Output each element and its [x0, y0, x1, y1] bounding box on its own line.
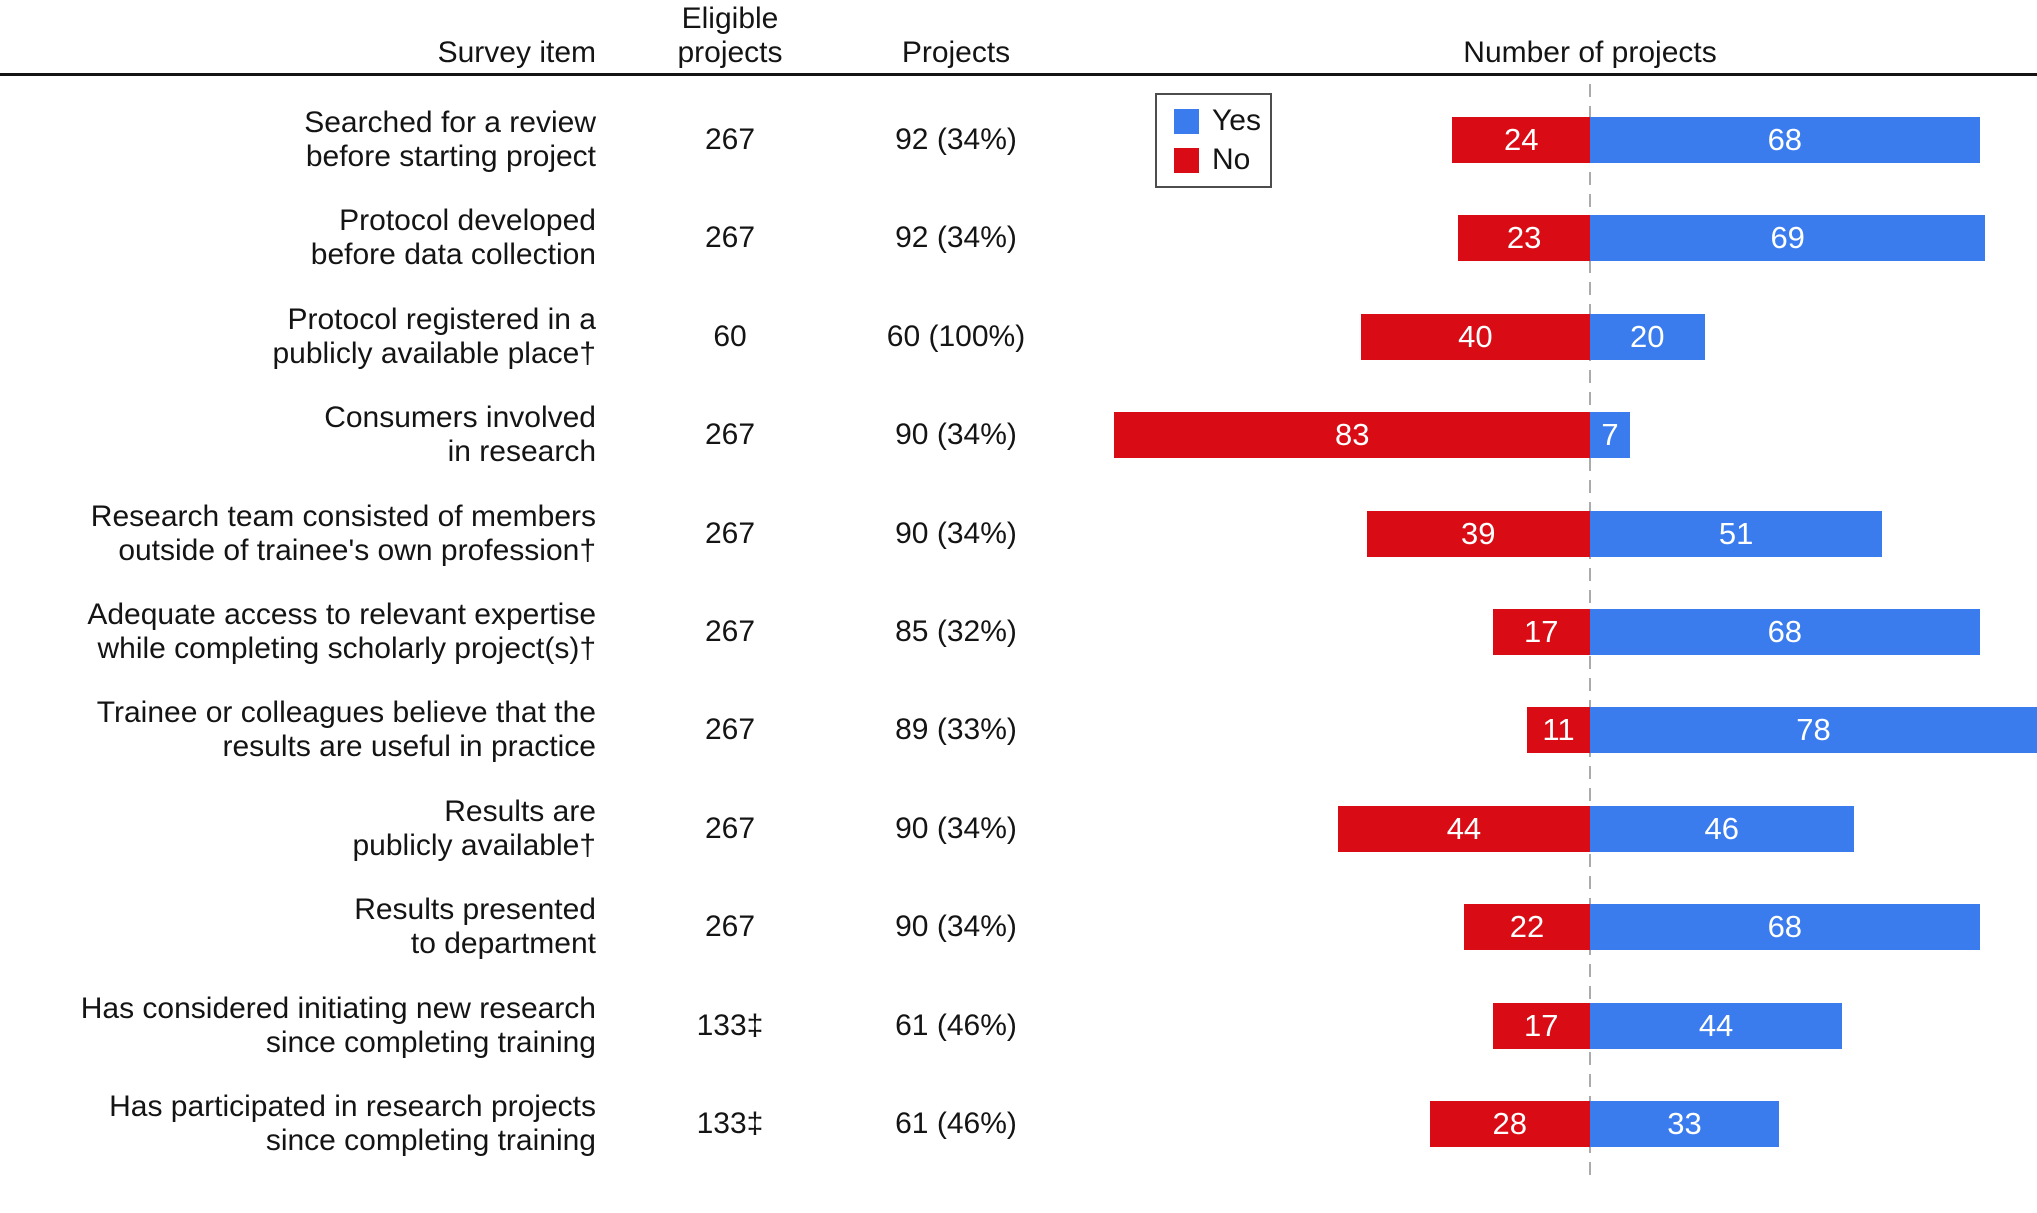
legend-yes-label: Yes [1212, 104, 1261, 137]
projects-count: 61 (46%) [895, 1008, 1017, 1042]
no-bar: 17 [1492, 1002, 1590, 1049]
no-bar: 11 [1526, 707, 1590, 754]
yes-bar-value: 68 [1767, 122, 1803, 157]
projects-count: 90 (34%) [895, 516, 1017, 550]
projects-count: 90 (34%) [895, 811, 1017, 845]
yes-bar-value: 78 [1796, 712, 1831, 748]
no-bar-value: 28 [1492, 1106, 1527, 1141]
column-header-eligible-projects: Eligible projects [640, 2, 820, 70]
legend-yes-swatch [1174, 108, 1199, 134]
yes-bar: 33 [1590, 1101, 1780, 1147]
no-bar-value: 23 [1506, 220, 1542, 256]
yes-bar: 68 [1590, 117, 1980, 163]
eligible-projects-count: 60 [713, 319, 747, 353]
legend-no-label: No [1212, 143, 1251, 176]
yes-bar: 46 [1590, 805, 1854, 852]
no-bar-value: 22 [1509, 909, 1545, 945]
column-header-projects: Projects [901, 36, 1011, 69]
yes-bar: 68 [1590, 609, 1980, 655]
no-bar-value: 11 [1542, 712, 1575, 748]
survey-item-label: Adequate access to relevant expertise wh… [87, 598, 596, 665]
yes-bar: 7 [1590, 412, 1631, 459]
no-bar-value: 39 [1461, 515, 1496, 551]
no-bar-value: 17 [1524, 1007, 1559, 1043]
no-bar: 40 [1360, 313, 1590, 360]
survey-item-label: Results are publicly available† [352, 794, 597, 862]
survey-item-label: Research team consisted of members outsi… [90, 499, 596, 567]
survey-item-label: Searched for a review before starting pr… [304, 106, 596, 173]
no-bar: 23 [1458, 215, 1590, 262]
no-bar-value: 24 [1503, 122, 1539, 157]
survey-item-label: Protocol developed before data collectio… [310, 204, 596, 272]
no-bar: 83 [1114, 412, 1590, 459]
column-header-eligible-line1: Eligible [681, 2, 779, 35]
legend-item-no: No [1174, 145, 1270, 175]
eligible-projects-count: 267 [704, 418, 756, 452]
yes-bar-value: 51 [1718, 515, 1754, 551]
projects-count: 90 (34%) [895, 910, 1017, 944]
legend-item-yes: Yes [1174, 106, 1270, 136]
yes-bar-value: 7 [1601, 417, 1619, 453]
projects-count: 92 (34%) [895, 221, 1017, 255]
projects-count: 90 (34%) [895, 418, 1017, 452]
no-bar: 24 [1452, 117, 1590, 163]
yes-bar-value: 68 [1767, 614, 1803, 649]
projects-count: 92 (34%) [895, 123, 1017, 156]
yes-bar: 69 [1590, 215, 1986, 262]
no-bar: 44 [1337, 805, 1590, 852]
no-bar-value: 83 [1334, 417, 1370, 453]
yes-bar: 44 [1590, 1002, 1843, 1049]
projects-count: 60 (100%) [886, 319, 1026, 353]
yes-bar: 20 [1590, 313, 1705, 360]
eligible-projects-count: 267 [704, 713, 756, 747]
column-header-survey-item: Survey item [437, 36, 596, 69]
survey-item-label: Has participated in research projects si… [109, 1090, 596, 1157]
no-bar: 22 [1463, 904, 1590, 951]
no-bar-value: 44 [1446, 810, 1482, 846]
no-bar-value: 40 [1458, 318, 1493, 354]
projects-count: 85 (32%) [895, 615, 1017, 648]
eligible-projects-count: 133‡ [696, 1008, 764, 1042]
eligible-projects-count: 267 [704, 123, 756, 156]
no-bar: 28 [1429, 1101, 1590, 1147]
legend: Yes No [1155, 93, 1272, 188]
yes-bar-value: 44 [1698, 1007, 1734, 1043]
no-bar-value: 17 [1524, 614, 1559, 649]
survey-item-label: Trainee or colleagues believe that the r… [96, 696, 596, 764]
eligible-projects-count: 267 [704, 221, 756, 255]
survey-item-label: Consumers involved in research [324, 401, 596, 469]
eligible-projects-count: 133‡ [696, 1107, 764, 1140]
eligible-projects-count: 267 [704, 910, 756, 944]
eligible-projects-count: 267 [704, 615, 756, 648]
eligible-projects-count: 267 [704, 811, 756, 845]
header-rule [0, 73, 2037, 76]
yes-bar-value: 33 [1667, 1106, 1702, 1141]
projects-count: 61 (46%) [895, 1107, 1017, 1140]
survey-item-label: Has considered initiating new research s… [80, 991, 596, 1059]
yes-bar: 68 [1590, 904, 1980, 951]
column-header-eligible-line2: projects [677, 36, 783, 69]
no-bar: 39 [1366, 510, 1590, 557]
yes-bar-value: 68 [1767, 909, 1803, 945]
yes-bar-value: 69 [1770, 220, 1805, 256]
legend-no-swatch [1174, 147, 1199, 173]
eligible-projects-count: 267 [704, 516, 756, 550]
yes-bar: 51 [1590, 510, 1883, 557]
column-header-number-of-projects: Number of projects [1463, 36, 1717, 69]
yes-bar-value: 46 [1704, 810, 1740, 846]
yes-bar-value: 20 [1630, 318, 1665, 354]
yes-bar: 78 [1590, 707, 2037, 754]
projects-count: 89 (33%) [895, 713, 1017, 747]
survey-item-label: Protocol registered in a publicly availa… [272, 302, 596, 370]
no-bar: 17 [1492, 609, 1590, 655]
survey-item-label: Results presented to department [354, 893, 596, 961]
